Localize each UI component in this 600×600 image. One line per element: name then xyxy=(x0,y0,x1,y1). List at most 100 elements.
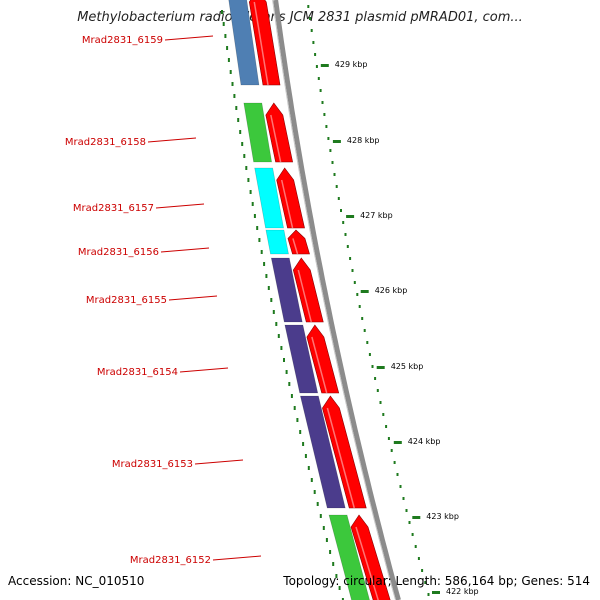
cds-arrow[interactable] xyxy=(248,0,281,86)
tick-track-dot xyxy=(399,485,402,488)
guide-dot-left xyxy=(316,502,319,506)
guide-dot-left xyxy=(329,550,332,554)
gene-category-box[interactable] xyxy=(270,257,303,323)
guide-dot-left xyxy=(283,358,285,362)
cds-arrow-highlight xyxy=(280,179,294,229)
guide-dot-left xyxy=(253,214,256,218)
tick-track-dot xyxy=(379,401,382,404)
guide-dot-left xyxy=(265,274,268,278)
guide-dot-left xyxy=(293,406,296,410)
guide-dot-left xyxy=(235,106,238,110)
tick-track-dot xyxy=(356,293,359,296)
guide-dot-left xyxy=(222,22,225,26)
tick-track-dot xyxy=(396,473,399,476)
guide-dot-left xyxy=(263,262,266,266)
tick-track-dot xyxy=(411,533,414,536)
tick-track-dot xyxy=(390,449,393,452)
guide-dot-left xyxy=(258,238,261,242)
tick-track-dot xyxy=(387,437,390,440)
gene-label-leader xyxy=(194,459,244,465)
guide-dot-left xyxy=(270,298,273,302)
tick-track-dot xyxy=(376,389,379,392)
gene-label[interactable]: Mrad2831_6153 xyxy=(112,459,193,470)
gene-category-box[interactable] xyxy=(254,167,284,229)
guide-dot-left xyxy=(227,58,230,62)
guide-dot-left xyxy=(296,418,299,422)
gene-category-box[interactable] xyxy=(265,229,289,255)
tick-track-dot xyxy=(335,185,338,188)
tick-track-dot xyxy=(314,53,317,56)
map-title: Methylobacterium radiotolerans JCM 2831 … xyxy=(77,10,523,25)
guide-dot-left xyxy=(260,250,263,254)
cds-arrow[interactable] xyxy=(287,229,310,255)
cds-arrow[interactable] xyxy=(306,324,340,394)
guide-dot-left xyxy=(231,82,234,86)
tick-track-dot xyxy=(310,29,313,32)
tick-track-dot xyxy=(329,149,332,152)
gene-category-box[interactable] xyxy=(227,0,260,86)
scale-tick xyxy=(332,140,341,143)
cds-arrow[interactable] xyxy=(276,167,305,229)
guide-dot-left xyxy=(341,598,344,600)
tick-track-dot xyxy=(427,593,430,596)
gene-label[interactable]: Mrad2831_6157 xyxy=(73,203,154,214)
tick-track-dot xyxy=(353,281,356,284)
tick-track-dot xyxy=(402,497,405,500)
gene-category-box[interactable] xyxy=(284,324,319,394)
cds-arrow[interactable] xyxy=(292,257,324,323)
tick-track-dot xyxy=(319,89,322,92)
tick-track-dot xyxy=(315,65,318,68)
guide-dot-left xyxy=(304,454,307,458)
tick-track-dot xyxy=(331,161,334,164)
cds-arrow-highlight xyxy=(326,407,355,509)
tick-track-dot xyxy=(374,377,377,380)
gene-label[interactable]: Mrad2831_6159 xyxy=(82,35,163,46)
tick-track-dot xyxy=(385,425,388,428)
gene-label-leader xyxy=(168,295,218,301)
guide-dot-left xyxy=(221,10,223,14)
tick-track-dot xyxy=(371,365,374,368)
gene-label[interactable]: Mrad2831_6155 xyxy=(86,295,167,306)
tick-track-dot xyxy=(312,41,315,44)
scale-tick-label: 423 kbp xyxy=(426,512,459,521)
gene-label[interactable]: Mrad2831_6158 xyxy=(65,137,146,148)
guide-dot-left xyxy=(226,46,229,50)
gene-category-box[interactable] xyxy=(300,395,346,509)
gene-label[interactable]: Mrad2831_6154 xyxy=(97,367,178,378)
cds-arrow[interactable] xyxy=(350,514,393,600)
guide-dot-left xyxy=(299,430,302,434)
guide-dot-left xyxy=(237,118,240,122)
tick-track-dot xyxy=(358,305,361,308)
tick-track-dot xyxy=(342,221,345,224)
tick-track-dot xyxy=(349,257,352,260)
gene-category-box[interactable] xyxy=(328,514,372,600)
tick-track-dot xyxy=(421,569,424,572)
cds-arrow-highlight xyxy=(311,336,328,394)
accession-text: Accession: NC_010510 xyxy=(8,574,145,588)
scale-tick-label: 425 kbp xyxy=(391,362,424,371)
cds-arrow[interactable] xyxy=(265,102,294,163)
gene-label[interactable]: Mrad2831_6156 xyxy=(78,247,159,258)
guide-dot-left xyxy=(239,130,242,134)
gene-label[interactable]: Mrad2831_6152 xyxy=(130,555,211,566)
scale-tick xyxy=(376,366,385,369)
gene-label-leader xyxy=(212,555,262,561)
guide-dot-left xyxy=(275,322,278,326)
tick-track-dot xyxy=(346,245,349,248)
guide-dot-left xyxy=(224,34,227,38)
scale-tick xyxy=(393,441,402,444)
scale-tick xyxy=(360,290,369,293)
cds-arrow[interactable] xyxy=(322,395,367,509)
gene-label-leader xyxy=(179,367,229,373)
tick-track-dot xyxy=(321,101,324,104)
topology-summary-text: Topology: circular; Length: 586,164 bp; … xyxy=(283,574,590,588)
guide-dot-left xyxy=(338,586,341,590)
cds-arrow-highlight xyxy=(292,238,299,255)
guide-dot-left xyxy=(233,94,236,98)
gene-category-box[interactable] xyxy=(243,102,272,163)
tick-track-dot xyxy=(327,137,330,140)
scale-tick xyxy=(346,215,355,218)
guide-dot-left xyxy=(307,466,310,470)
tick-track-dot xyxy=(309,17,311,20)
scale-tick xyxy=(320,64,329,67)
